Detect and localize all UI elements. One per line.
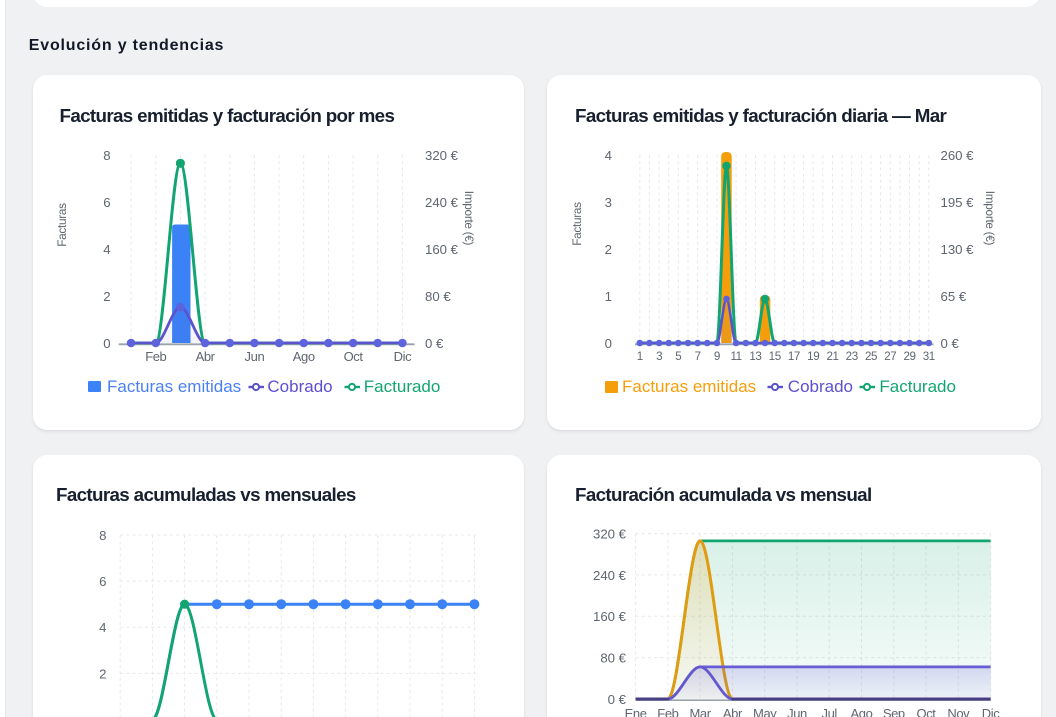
- svg-text:80 €: 80 €: [425, 289, 451, 304]
- svg-text:May: May: [753, 706, 777, 717]
- svg-text:2: 2: [605, 242, 612, 257]
- svg-text:160 €: 160 €: [425, 242, 459, 257]
- svg-text:2: 2: [99, 666, 106, 681]
- svg-text:Facturas: Facturas: [570, 202, 584, 246]
- svg-text:11: 11: [730, 350, 741, 363]
- svg-text:0 €: 0 €: [425, 336, 444, 351]
- svg-text:Feb: Feb: [145, 349, 166, 364]
- svg-text:Importe (€): Importe (€): [983, 191, 997, 246]
- svg-text:17: 17: [788, 350, 800, 363]
- svg-text:13: 13: [749, 350, 761, 363]
- svg-text:Feb: Feb: [657, 706, 678, 717]
- svg-text:4: 4: [99, 620, 106, 635]
- svg-text:Jun: Jun: [245, 349, 265, 364]
- svg-text:320 €: 320 €: [425, 148, 459, 163]
- svg-text:9: 9: [714, 350, 720, 363]
- svg-text:29: 29: [903, 350, 915, 363]
- svg-text:31: 31: [923, 350, 935, 363]
- svg-text:Abr: Abr: [196, 349, 216, 364]
- svg-text:240 €: 240 €: [593, 568, 627, 583]
- svg-text:Ago: Ago: [293, 349, 315, 364]
- svg-text:27: 27: [884, 350, 896, 363]
- svg-text:8: 8: [103, 148, 110, 163]
- svg-text:1: 1: [605, 289, 612, 304]
- svg-text:80 €: 80 €: [600, 651, 626, 666]
- svg-text:0: 0: [605, 336, 612, 351]
- svg-text:19: 19: [807, 350, 819, 363]
- svg-text:320 €: 320 €: [593, 527, 627, 542]
- svg-text:Oct: Oct: [916, 706, 936, 717]
- svg-text:4: 4: [605, 148, 612, 163]
- svg-text:Dic: Dic: [982, 706, 1000, 717]
- svg-text:Jun: Jun: [787, 706, 807, 717]
- svg-text:4: 4: [103, 242, 110, 257]
- svg-text:5: 5: [675, 350, 681, 363]
- svg-text:8: 8: [99, 528, 106, 543]
- svg-text:Jul: Jul: [821, 706, 837, 717]
- svg-text:3: 3: [605, 195, 612, 210]
- svg-text:130 €: 130 €: [941, 242, 975, 257]
- svg-text:25: 25: [865, 350, 877, 363]
- svg-text:65 €: 65 €: [941, 289, 967, 304]
- svg-text:6: 6: [99, 574, 106, 589]
- svg-text:15: 15: [769, 350, 781, 363]
- svg-text:Oct: Oct: [344, 349, 364, 364]
- svg-text:6: 6: [103, 195, 110, 210]
- svg-text:Importe (€): Importe (€): [462, 191, 476, 246]
- svg-text:0 €: 0 €: [941, 336, 960, 351]
- svg-text:160 €: 160 €: [593, 609, 627, 624]
- svg-text:260 €: 260 €: [941, 148, 975, 163]
- svg-text:2: 2: [103, 289, 110, 304]
- svg-text:Sep: Sep: [883, 706, 905, 717]
- svg-text:7: 7: [695, 350, 701, 363]
- svg-text:Facturas: Facturas: [55, 203, 69, 247]
- svg-text:0 €: 0 €: [608, 692, 627, 707]
- svg-text:3: 3: [656, 350, 662, 363]
- svg-text:21: 21: [826, 350, 838, 363]
- svg-text:0: 0: [103, 336, 110, 351]
- svg-text:195 €: 195 €: [941, 195, 975, 210]
- svg-text:Abr: Abr: [723, 706, 743, 717]
- svg-text:Ago: Ago: [851, 706, 873, 717]
- svg-text:1: 1: [637, 350, 643, 363]
- svg-text:240 €: 240 €: [425, 195, 459, 210]
- svg-text:Nov: Nov: [947, 706, 970, 717]
- svg-text:Mar: Mar: [689, 706, 711, 717]
- svg-text:Dic: Dic: [394, 349, 412, 364]
- svg-text:23: 23: [846, 350, 858, 363]
- svg-text:Ene: Ene: [625, 706, 647, 717]
